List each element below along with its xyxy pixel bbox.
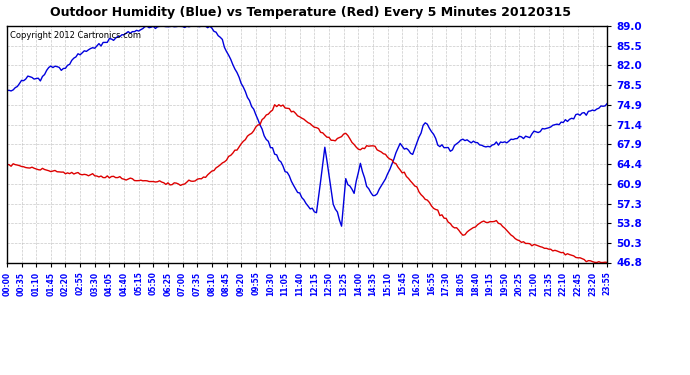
Text: Copyright 2012 Cartronics.com: Copyright 2012 Cartronics.com (10, 31, 141, 40)
Text: Outdoor Humidity (Blue) vs Temperature (Red) Every 5 Minutes 20120315: Outdoor Humidity (Blue) vs Temperature (… (50, 6, 571, 19)
